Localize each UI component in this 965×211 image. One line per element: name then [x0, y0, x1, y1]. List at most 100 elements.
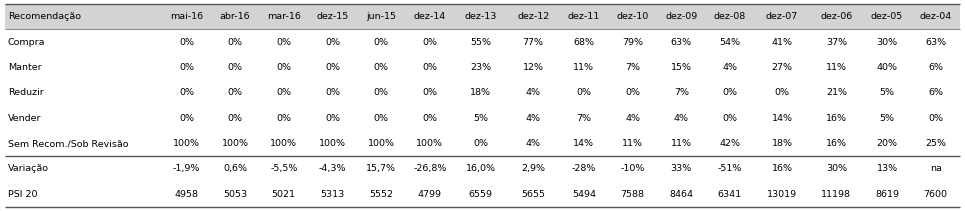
Text: 0%: 0% [179, 114, 194, 123]
Text: 0%: 0% [473, 139, 488, 148]
Text: 20%: 20% [876, 139, 897, 148]
Text: 79%: 79% [622, 38, 643, 47]
Text: 11%: 11% [573, 63, 594, 72]
Bar [5, 55, 960, 80]
Text: 5%: 5% [473, 114, 488, 123]
Text: 0%: 0% [723, 114, 737, 123]
Text: 30%: 30% [876, 38, 897, 47]
Text: Reduzir: Reduzir [8, 88, 43, 97]
Text: 18%: 18% [772, 139, 792, 148]
Text: 14%: 14% [772, 114, 792, 123]
Bar [5, 106, 960, 131]
Text: 42%: 42% [719, 139, 740, 148]
Text: 30%: 30% [826, 164, 847, 173]
Text: 0%: 0% [775, 88, 789, 97]
Text: na: na [929, 164, 942, 173]
Bar [5, 4, 960, 29]
Text: 4799: 4799 [418, 190, 442, 199]
Text: 15,7%: 15,7% [366, 164, 396, 173]
Text: 0%: 0% [276, 88, 291, 97]
Text: 4958: 4958 [175, 190, 199, 199]
Text: 0%: 0% [423, 63, 437, 72]
Text: 16,0%: 16,0% [465, 164, 495, 173]
Text: 5021: 5021 [272, 190, 296, 199]
Text: 0%: 0% [276, 63, 291, 72]
Text: 0%: 0% [325, 88, 340, 97]
Text: 12%: 12% [523, 63, 543, 72]
Text: 0%: 0% [928, 114, 943, 123]
Text: dez-07: dez-07 [766, 12, 798, 21]
Text: 5%: 5% [879, 114, 895, 123]
Text: 100%: 100% [416, 139, 443, 148]
Bar [5, 182, 960, 207]
Text: 68%: 68% [573, 38, 594, 47]
Text: dez-15: dez-15 [317, 12, 348, 21]
Text: 27%: 27% [772, 63, 792, 72]
Text: 0%: 0% [179, 38, 194, 47]
Text: 0%: 0% [723, 88, 737, 97]
Text: 0%: 0% [276, 114, 291, 123]
Text: 7%: 7% [576, 114, 592, 123]
Text: Variação: Variação [8, 164, 49, 173]
Text: 7%: 7% [625, 63, 640, 72]
Text: 37%: 37% [826, 38, 847, 47]
Text: 5552: 5552 [370, 190, 393, 199]
Text: 100%: 100% [270, 139, 297, 148]
Text: 18%: 18% [470, 88, 491, 97]
Text: 0%: 0% [625, 88, 640, 97]
Text: 5313: 5313 [320, 190, 345, 199]
Text: 63%: 63% [925, 38, 947, 47]
Text: 0%: 0% [423, 38, 437, 47]
Text: 4%: 4% [625, 114, 640, 123]
Text: 0%: 0% [228, 38, 242, 47]
Text: dez-06: dez-06 [820, 12, 852, 21]
Text: 63%: 63% [671, 38, 692, 47]
Text: 13019: 13019 [767, 190, 797, 199]
Text: dez-10: dez-10 [617, 12, 648, 21]
Text: 23%: 23% [470, 63, 491, 72]
Text: 6559: 6559 [468, 190, 492, 199]
Text: 6%: 6% [928, 63, 943, 72]
Text: 6%: 6% [928, 88, 943, 97]
Text: 100%: 100% [222, 139, 249, 148]
Text: Recomendação: Recomendação [8, 12, 81, 21]
Text: 5%: 5% [879, 88, 895, 97]
Text: 14%: 14% [573, 139, 594, 148]
Text: mai-16: mai-16 [170, 12, 203, 21]
Text: 8619: 8619 [875, 190, 899, 199]
Text: 11%: 11% [826, 63, 847, 72]
Text: 11198: 11198 [821, 190, 851, 199]
Text: 11%: 11% [671, 139, 692, 148]
Text: 4%: 4% [723, 63, 737, 72]
Text: 100%: 100% [173, 139, 200, 148]
Text: 100%: 100% [319, 139, 346, 148]
Text: 16%: 16% [826, 139, 847, 148]
Text: 54%: 54% [719, 38, 740, 47]
Text: dez-11: dez-11 [567, 12, 600, 21]
Text: 0%: 0% [423, 88, 437, 97]
Text: 0%: 0% [276, 38, 291, 47]
Text: 5655: 5655 [521, 190, 545, 199]
Text: 7600: 7600 [924, 190, 948, 199]
Text: 7588: 7588 [620, 190, 645, 199]
Text: -1,9%: -1,9% [173, 164, 200, 173]
Text: Compra: Compra [8, 38, 45, 47]
Text: 55%: 55% [470, 38, 491, 47]
Text: 7%: 7% [674, 88, 689, 97]
Text: 0%: 0% [373, 88, 389, 97]
Bar [5, 29, 960, 55]
Text: dez-12: dez-12 [517, 12, 549, 21]
Text: Manter: Manter [8, 63, 41, 72]
Text: 0%: 0% [373, 63, 389, 72]
Text: dez-04: dez-04 [920, 12, 951, 21]
Text: -26,8%: -26,8% [413, 164, 447, 173]
Text: 41%: 41% [772, 38, 792, 47]
Text: dez-14: dez-14 [414, 12, 446, 21]
Text: 25%: 25% [925, 139, 946, 148]
Text: mar-16: mar-16 [267, 12, 301, 21]
Text: 40%: 40% [876, 63, 897, 72]
Text: Vender: Vender [8, 114, 41, 123]
Text: 8464: 8464 [669, 190, 693, 199]
Text: 16%: 16% [826, 114, 847, 123]
Text: -51%: -51% [718, 164, 742, 173]
